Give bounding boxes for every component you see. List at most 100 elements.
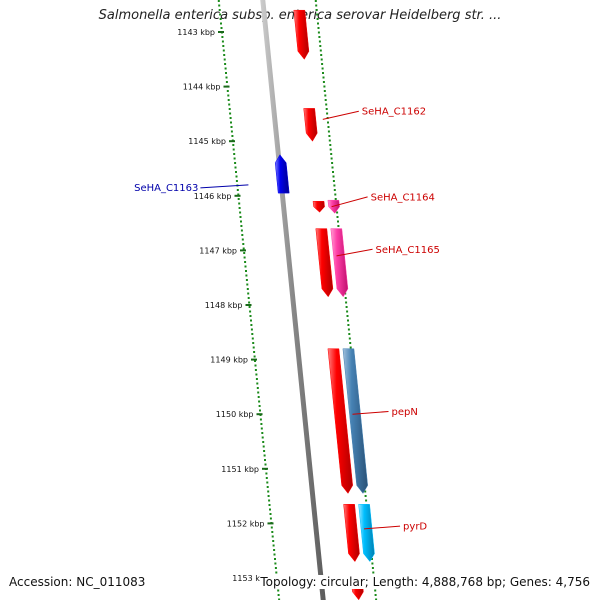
gc-dot	[239, 211, 242, 214]
gc-dot	[234, 162, 237, 164]
gc-dot	[233, 153, 236, 155]
tick-label: 1145 kbp	[188, 137, 226, 146]
gc-dot	[324, 94, 327, 97]
gc-dot	[336, 211, 339, 214]
gc-dot	[252, 346, 255, 349]
feature-arrow-8	[327, 348, 353, 494]
gc-dot	[320, 54, 323, 56]
gc-dot	[220, 27, 223, 29]
gc-dot	[231, 135, 234, 137]
gc-dot	[269, 508, 271, 511]
gc-dot	[235, 180, 238, 182]
gc-dot	[328, 139, 331, 142]
gc-dot	[374, 589, 377, 592]
gc-dot	[267, 495, 270, 497]
feature-arrow-4	[312, 201, 325, 213]
tick-mark	[256, 413, 263, 416]
gc-dot	[253, 351, 256, 353]
gc-dot	[256, 387, 259, 389]
gc-dot	[278, 598, 281, 600]
gc-dot	[331, 166, 334, 169]
gc-dot	[337, 225, 340, 227]
gc-dot	[348, 333, 351, 335]
gc-dot	[219, 18, 222, 20]
feature-arrow-1	[293, 9, 310, 60]
gc-dot	[245, 274, 248, 277]
tick-label: 1151 kbp	[221, 465, 259, 474]
gc-dot	[345, 301, 348, 304]
gc-dot	[244, 261, 247, 263]
gc-dot	[254, 369, 257, 371]
gc-dot	[241, 238, 244, 241]
feature-arrow-11	[358, 504, 375, 563]
gc-dot	[224, 63, 227, 65]
gc-dot	[271, 531, 274, 533]
gc-dot	[271, 535, 274, 538]
label-leader-line	[200, 184, 249, 189]
gc-dot	[371, 567, 374, 569]
gc-dot	[240, 225, 243, 227]
gc-dot	[238, 207, 241, 209]
gc-dot	[333, 189, 336, 191]
gc-dot	[275, 571, 278, 574]
gene-label-seha_c1165: SeHA_C1165	[376, 245, 440, 256]
gc-dot	[226, 90, 229, 92]
gc-dot	[346, 315, 349, 317]
gc-dot	[259, 409, 261, 412]
label-layer: SeHA_C1162 SeHA_C1163 SeHA_C1164 SeHA_C1165…	[134, 107, 440, 533]
gc-dot	[272, 540, 275, 542]
gc-dot	[325, 108, 328, 110]
gc-dot	[242, 243, 245, 245]
gc-dot	[251, 333, 254, 335]
label-leader-line	[331, 196, 368, 208]
gc-dot	[219, 13, 222, 16]
gc-dot	[230, 126, 233, 128]
gc-dot	[347, 328, 350, 331]
gc-dot	[221, 36, 224, 38]
gc-dot	[229, 117, 232, 119]
gc-dot	[347, 324, 350, 326]
gc-dot	[260, 423, 263, 425]
gc-dot	[266, 486, 269, 488]
gc-dot	[317, 27, 320, 29]
gc-dot	[371, 562, 374, 565]
gc-dot	[251, 337, 254, 340]
gc-dot	[329, 144, 332, 146]
gc-dot	[223, 54, 226, 56]
gc-dot	[374, 594, 377, 596]
accession-text: Accession: NC_011083	[9, 575, 146, 589]
gc-dot	[328, 135, 331, 137]
gc-dot	[225, 81, 228, 83]
gc-dot	[232, 148, 235, 151]
tick-label: 1153 kbp	[232, 574, 270, 583]
gc-dot	[261, 436, 264, 439]
gc-dot	[237, 193, 240, 196]
feature-arrow-2	[303, 108, 318, 142]
gc-dot	[222, 45, 225, 47]
gc-dot	[331, 162, 334, 164]
gc-dot	[218, 4, 221, 7]
gc-dot	[327, 121, 329, 124]
gc-dot	[225, 72, 227, 74]
gc-dot	[258, 400, 261, 403]
gc-dot	[250, 319, 252, 322]
gc-dot	[242, 247, 245, 250]
gc-dot	[327, 126, 330, 128]
gc-dot	[230, 130, 233, 133]
tick-label: 1144 kbp	[183, 83, 221, 92]
gc-dot	[241, 234, 244, 236]
gc-dot	[365, 499, 368, 502]
gc-dot	[220, 22, 222, 25]
gc-dot	[273, 549, 276, 551]
gc-dot	[234, 166, 237, 169]
gc-dot	[224, 67, 227, 70]
gc-dot	[330, 157, 333, 160]
gc-dot	[249, 315, 252, 317]
gc-dot	[254, 360, 256, 362]
gc-dot	[257, 391, 260, 394]
gc-dot	[372, 571, 375, 574]
gc-dot	[255, 378, 258, 380]
gc-dot	[247, 292, 250, 295]
gc-dot	[261, 432, 264, 434]
